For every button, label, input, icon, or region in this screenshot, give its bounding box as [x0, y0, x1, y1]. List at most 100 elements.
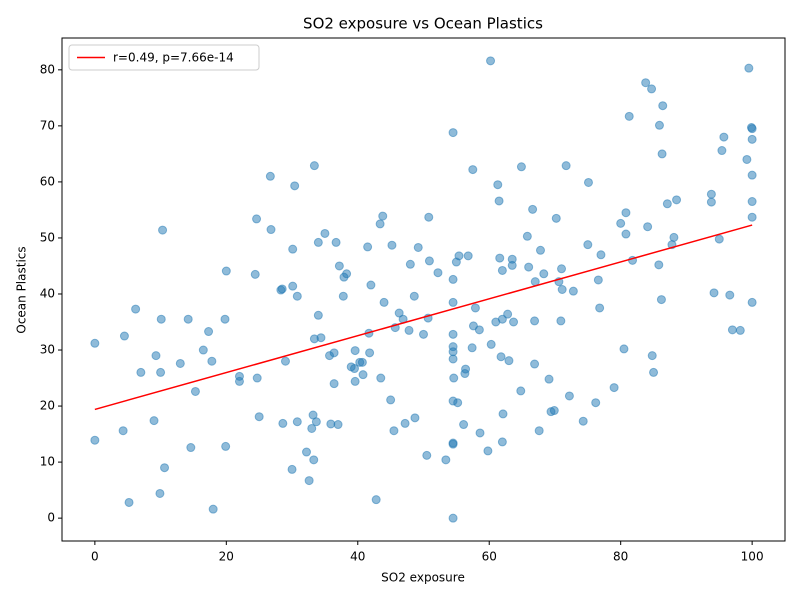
point [221, 441, 231, 451]
point [497, 265, 507, 275]
point [509, 317, 519, 327]
point [591, 398, 601, 408]
point [280, 356, 290, 366]
point [311, 417, 321, 427]
point [252, 373, 262, 383]
point [725, 290, 735, 300]
point [568, 286, 578, 296]
point [658, 101, 668, 111]
point [747, 134, 757, 144]
point [334, 261, 344, 271]
point [156, 314, 166, 324]
point [158, 225, 168, 235]
point [424, 256, 434, 266]
point [292, 291, 302, 301]
point [747, 124, 757, 134]
point [583, 177, 593, 187]
point [593, 275, 603, 285]
point [329, 379, 339, 389]
point [549, 406, 559, 416]
point [706, 189, 716, 199]
point [349, 364, 359, 374]
point [641, 78, 651, 88]
point [747, 197, 757, 207]
point [516, 386, 526, 396]
point [277, 284, 287, 294]
point [647, 84, 657, 94]
point [342, 269, 352, 279]
point [250, 269, 260, 279]
point [441, 455, 451, 465]
point [534, 426, 544, 436]
point [463, 251, 473, 261]
point [657, 149, 667, 159]
point [495, 253, 505, 263]
point [131, 304, 141, 314]
point [672, 195, 682, 205]
y-tick-label: 60 [40, 174, 55, 188]
point [747, 297, 757, 307]
point [474, 325, 484, 335]
point [371, 495, 381, 505]
point [578, 416, 588, 426]
point [90, 338, 100, 348]
point [302, 447, 312, 457]
point [448, 354, 458, 364]
point [405, 259, 415, 269]
legend-box [68, 44, 260, 71]
point [288, 281, 298, 291]
point [389, 426, 399, 436]
point [292, 417, 302, 427]
point [265, 171, 275, 181]
point [727, 325, 737, 335]
point [309, 455, 319, 465]
point [609, 383, 619, 393]
point [522, 231, 532, 241]
point [378, 211, 388, 221]
point [714, 234, 724, 244]
point [539, 269, 549, 279]
point [155, 488, 165, 498]
y-tick-label: 10 [40, 455, 55, 469]
point [424, 212, 434, 222]
point [409, 291, 419, 301]
point [461, 364, 471, 374]
point [278, 418, 288, 428]
point [544, 374, 554, 384]
point [486, 56, 496, 66]
x-tick-label: 100 [741, 550, 764, 564]
point [404, 325, 414, 335]
x-tick-label: 60 [482, 550, 497, 564]
point [709, 288, 719, 298]
x-tick-label: 40 [350, 550, 365, 564]
point [719, 132, 729, 142]
point [649, 367, 659, 377]
point [454, 251, 464, 261]
legend-label: r=0.49, p=7.66e-14 [113, 51, 234, 65]
point [561, 161, 571, 171]
point [497, 437, 507, 447]
point [496, 352, 506, 362]
point [387, 240, 397, 250]
point [350, 376, 360, 386]
point [621, 208, 631, 218]
point [448, 439, 458, 449]
point [175, 358, 185, 368]
point [329, 348, 339, 358]
point [449, 373, 459, 383]
point [333, 420, 343, 430]
point [583, 240, 593, 250]
point [498, 409, 508, 419]
point [309, 161, 319, 171]
point [459, 420, 469, 430]
point [252, 214, 262, 224]
y-axis-label: Ocean Plastics [15, 246, 29, 333]
point [350, 346, 360, 356]
y-tick-label: 30 [40, 343, 55, 357]
point [331, 237, 341, 247]
point [504, 356, 514, 366]
point [204, 327, 214, 337]
point [376, 373, 386, 383]
point [307, 423, 317, 433]
